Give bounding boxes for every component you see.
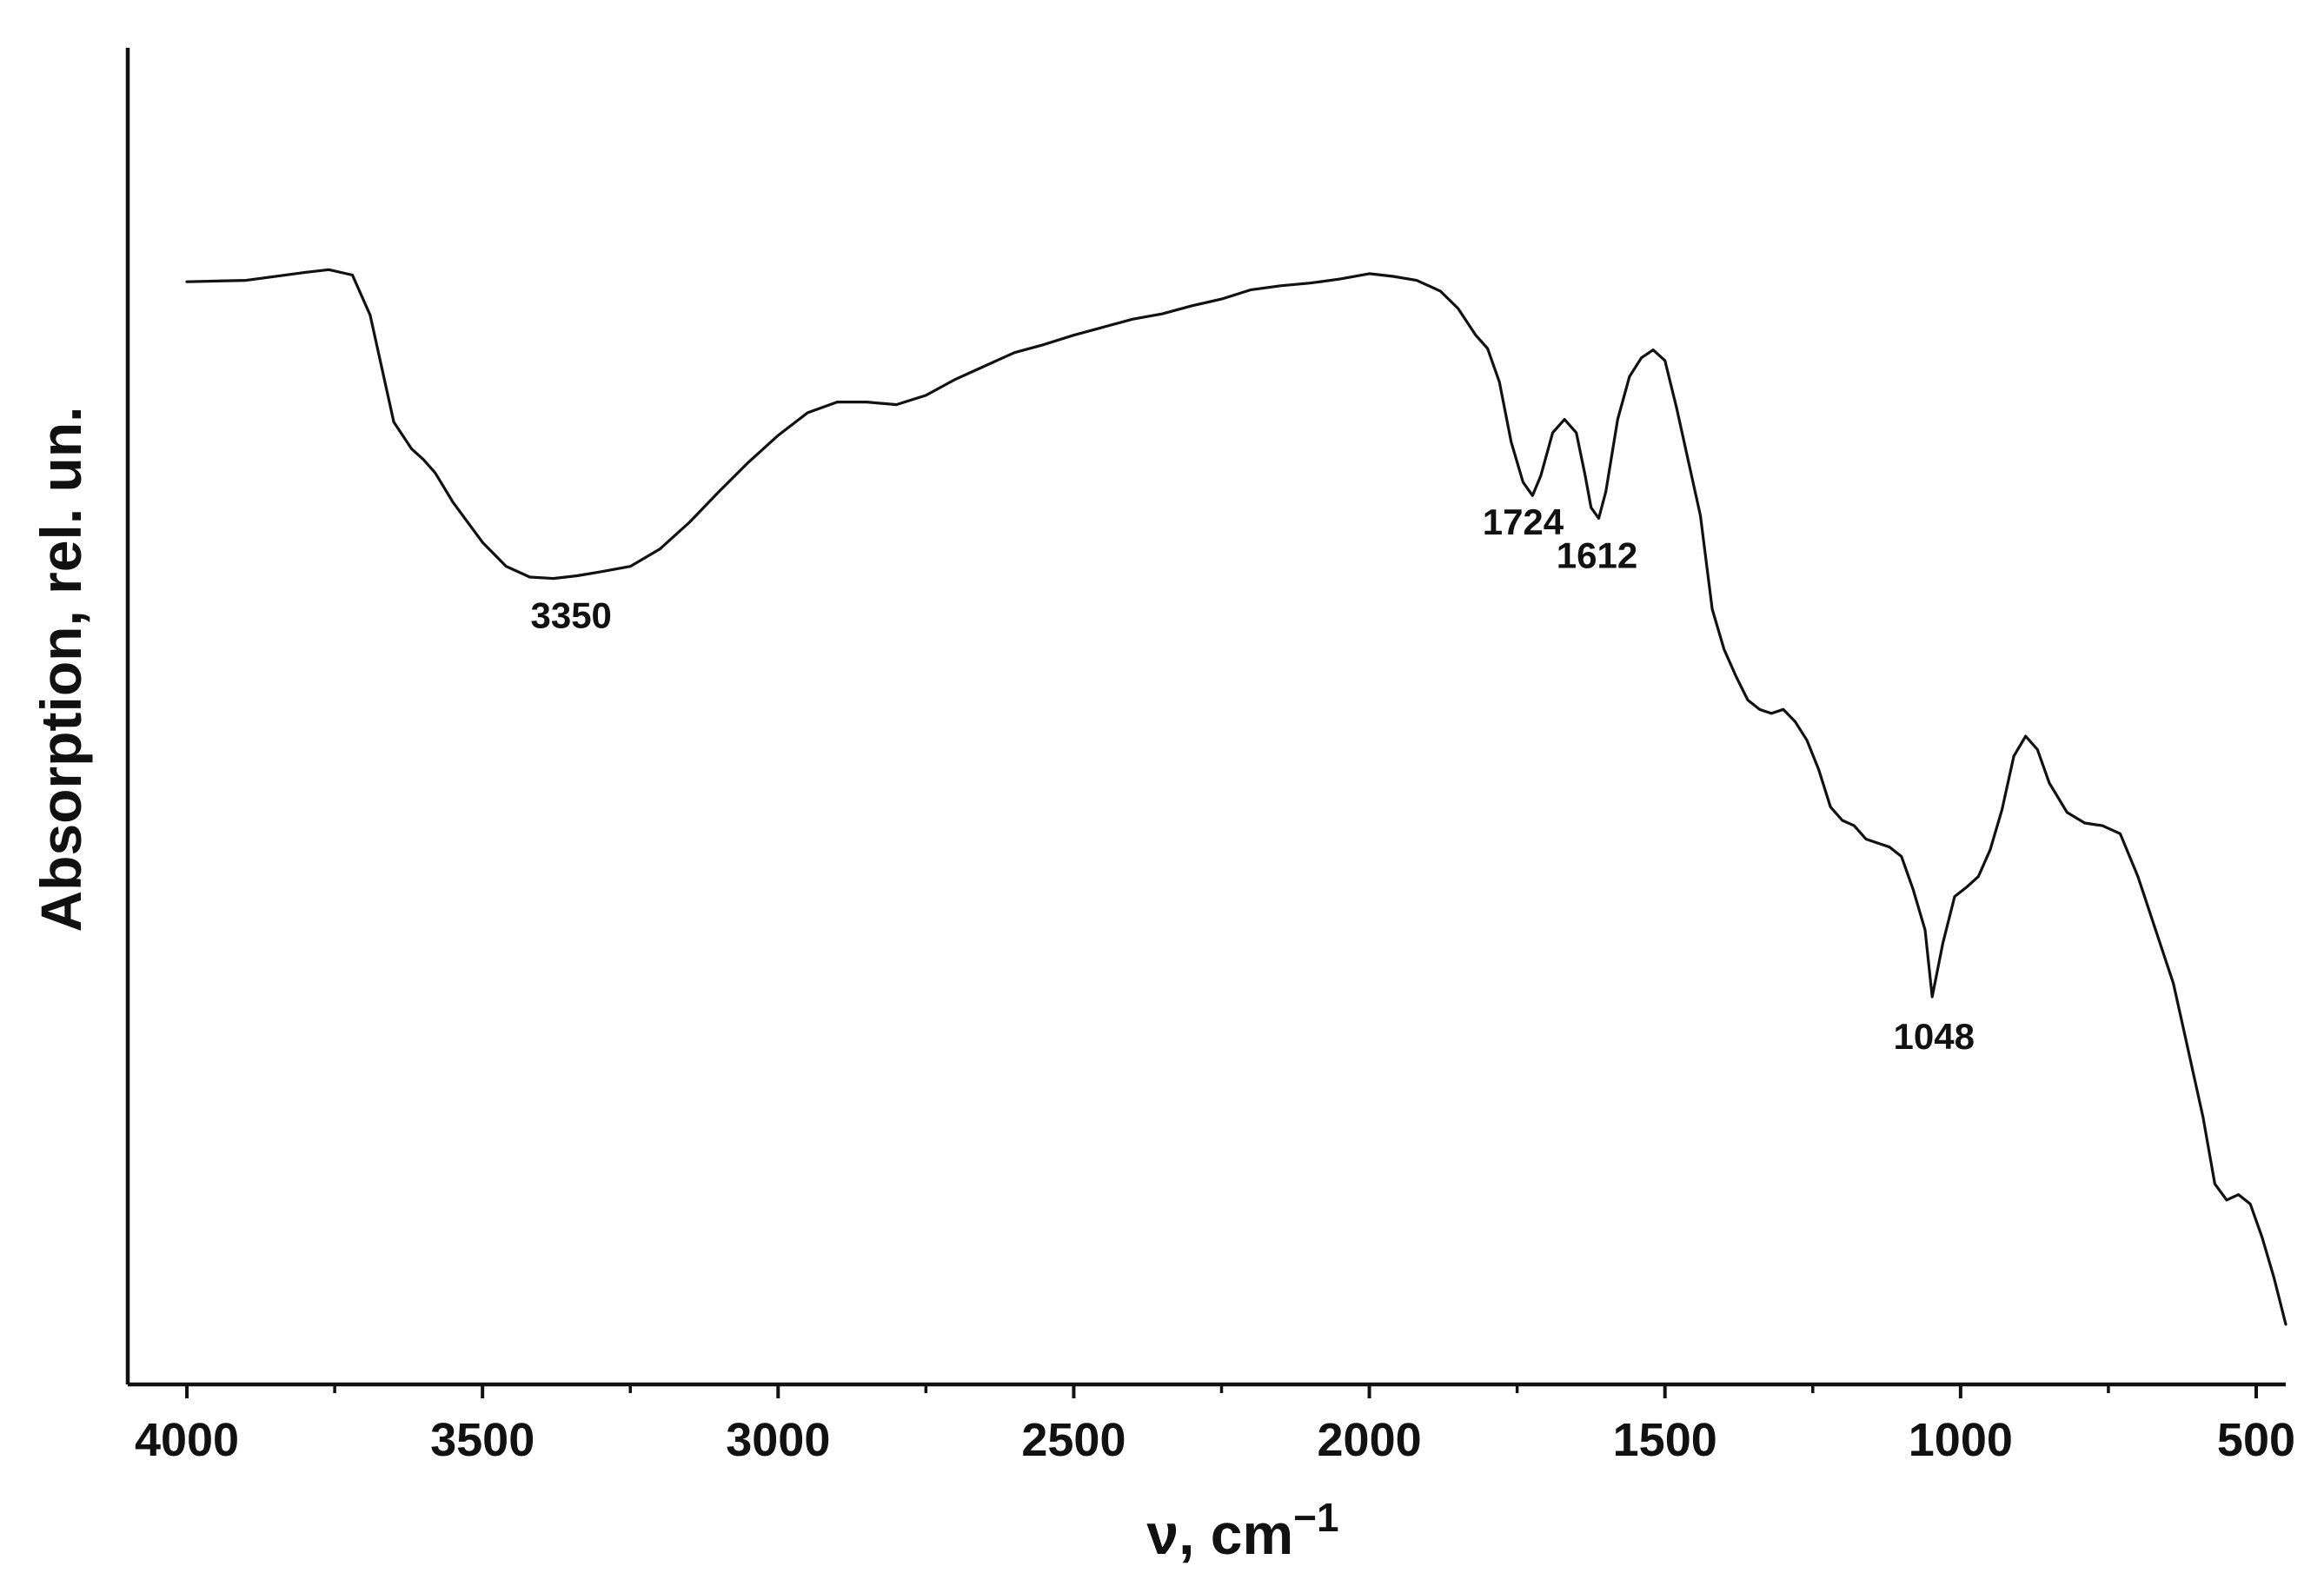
- x-tick-label: 500: [2217, 1414, 2295, 1466]
- axes: [125, 48, 2286, 1387]
- x-tick-label: 3500: [430, 1414, 535, 1466]
- x-ticks: 4000 3500 3000 2500 2000 1500 1000 500: [135, 1384, 2295, 1466]
- x-tick-label: 2500: [1021, 1414, 1125, 1466]
- peak-label: 1724: [1483, 501, 1564, 542]
- x-axis-label-superscript: −1: [1293, 1495, 1338, 1540]
- x-axis-label: ν, cm−1: [1146, 1495, 1338, 1566]
- x-tick-label: 4000: [135, 1414, 239, 1466]
- x-tick-label: 1000: [1909, 1414, 2013, 1466]
- x-axis-label-main: ν, cm: [1146, 1502, 1293, 1566]
- x-tick-label: 1500: [1613, 1414, 1717, 1466]
- x-tick-label: 2000: [1318, 1414, 1422, 1466]
- peak-label: 3350: [530, 595, 611, 636]
- peak-label: 1612: [1557, 534, 1637, 575]
- series-group: [185, 268, 2287, 1326]
- y-axis-label: Absorption, rel. un.: [29, 407, 93, 933]
- peak-label: 1048: [1894, 1016, 1975, 1057]
- spectrum-line: [185, 268, 2287, 1326]
- x-tick-label: 3000: [726, 1414, 830, 1466]
